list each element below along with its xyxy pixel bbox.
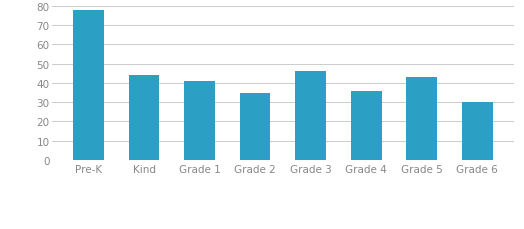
Bar bbox=[296, 72, 326, 160]
Bar bbox=[407, 78, 437, 160]
Bar bbox=[129, 76, 159, 160]
Bar bbox=[240, 93, 270, 160]
Bar bbox=[73, 11, 104, 160]
Legend: Grades: Grades bbox=[247, 227, 319, 229]
Bar bbox=[351, 91, 381, 160]
Bar bbox=[184, 82, 215, 160]
Bar bbox=[462, 103, 493, 160]
